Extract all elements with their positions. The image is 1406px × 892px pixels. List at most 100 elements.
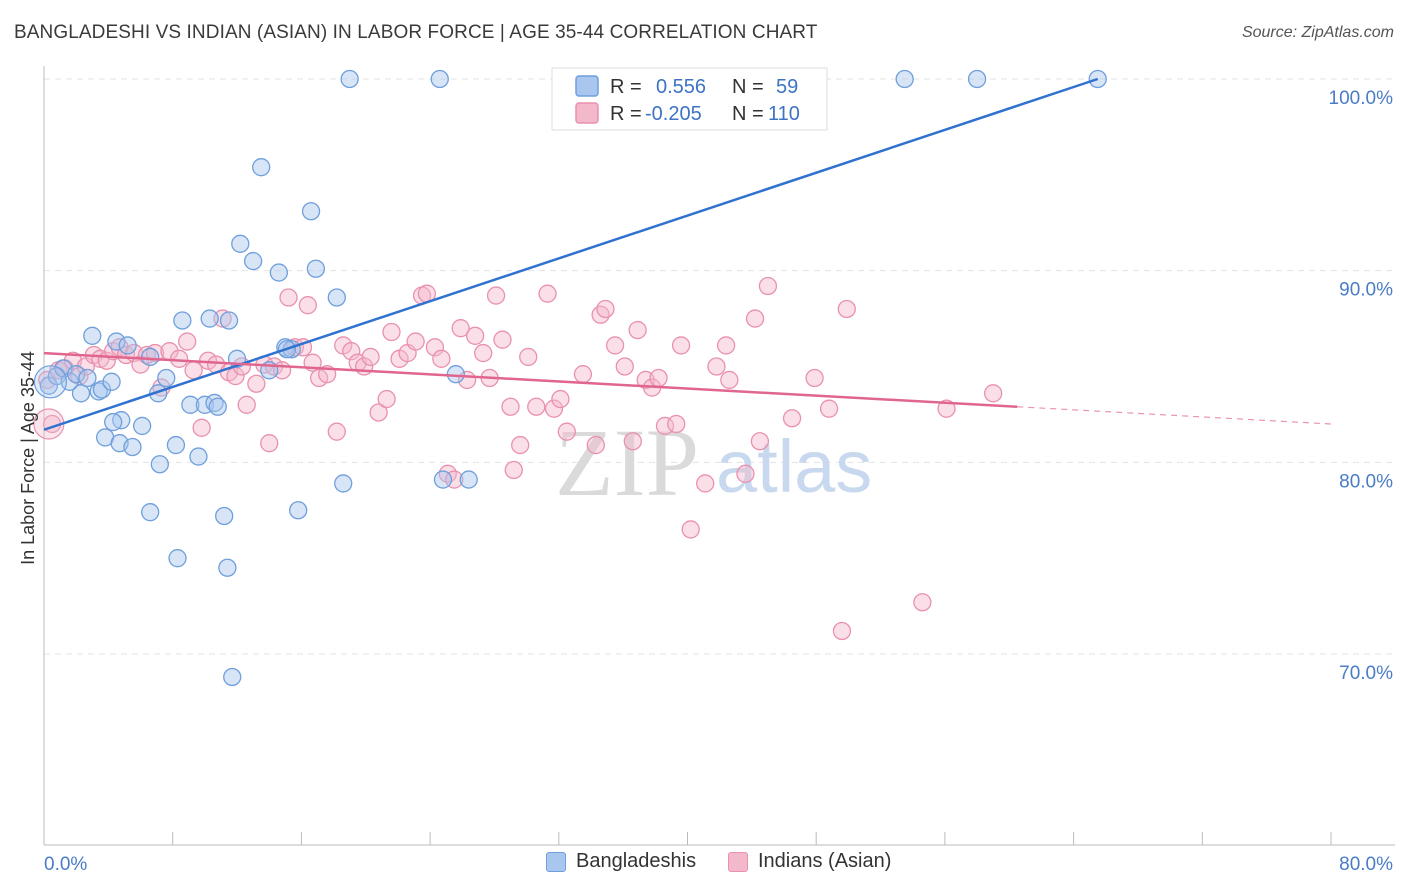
series-indians-points: [33, 276, 1003, 641]
indians-point: [260, 434, 279, 453]
indians-point: [184, 361, 203, 380]
y-tick-label: 90.0%: [1339, 280, 1393, 301]
bangladeshis-point: [252, 158, 271, 177]
indians-point: [720, 370, 739, 390]
bangladeshis-point: [92, 380, 112, 399]
chart-title: BANGLADESHI VS INDIAN (ASIAN) IN LABOR F…: [14, 22, 818, 43]
bangladeshis-point: [173, 311, 192, 330]
legend-r-label-1: R =: [610, 76, 642, 98]
watermark: ZIP atlas: [555, 409, 872, 516]
watermark-zip: ZIP: [555, 409, 699, 516]
legend-swatch-indians: [575, 102, 599, 124]
indians-point: [805, 368, 824, 388]
indians-point: [406, 332, 425, 351]
y-tick-label: 80.0%: [1339, 471, 1393, 492]
indians-point: [605, 336, 625, 355]
indians-point: [782, 409, 802, 428]
indians-point: [451, 319, 470, 338]
bangladeshis-point: [33, 365, 68, 399]
legend-r-value-2: -0.205: [645, 103, 702, 125]
bangladeshis-point: [181, 395, 200, 414]
bangladeshis-point: [157, 368, 176, 388]
x-tick-label: 80.0%: [1339, 854, 1393, 875]
indians-point: [474, 343, 493, 363]
legend-r-value-1: 0.556: [656, 76, 706, 98]
legend-n-label-2: N =: [732, 103, 764, 125]
bangladeshis-point: [215, 506, 234, 526]
indians-point: [527, 397, 546, 416]
bangladeshis-point: [219, 311, 239, 330]
bangladeshis-point: [433, 470, 453, 489]
bangladeshis-point: [107, 332, 126, 351]
bottom-legend-bangladeshis[interactable]: Bangladeshis: [546, 850, 696, 873]
indians-point: [247, 374, 266, 393]
indians-point: [342, 342, 361, 361]
indians-point: [465, 326, 485, 345]
legend-r-label-2: R =: [610, 103, 642, 125]
bangladeshis-point: [340, 69, 359, 89]
indians-point: [837, 299, 856, 319]
legend-swatch-bangladeshis: [575, 75, 599, 97]
bangladeshis-point: [102, 372, 121, 391]
indians-point: [511, 435, 530, 455]
legend: R = 0.556 N = 59 R = -0.205 N = 110: [551, 67, 828, 131]
indians-point: [432, 349, 451, 368]
indians-point: [984, 384, 1003, 403]
bangladeshis-point: [168, 549, 187, 568]
indians-point: [671, 336, 691, 355]
indians-point: [819, 399, 839, 418]
indians-point: [655, 416, 675, 436]
indians-point: [649, 368, 668, 388]
bottom-legend: Bangladeshis Indians (Asian): [0, 850, 1406, 880]
bangladeshis-point: [78, 368, 97, 388]
bangladeshis-point: [334, 474, 353, 493]
y-tick-label: 70.0%: [1339, 663, 1393, 684]
indians-trend-line: [43, 351, 1018, 408]
x-tick-labels: 0.0% 80.0%: [44, 854, 1393, 875]
indians-point: [327, 422, 346, 441]
indians-point: [501, 397, 520, 416]
bangladeshis-point: [306, 259, 326, 278]
trend-lines: [43, 77, 1332, 431]
indians-point: [369, 403, 388, 422]
indians-point: [131, 355, 150, 374]
indians-point: [750, 432, 770, 451]
indians-point: [237, 395, 256, 414]
indians-point: [623, 432, 642, 451]
bangladeshis-point: [150, 455, 169, 474]
indians-point: [213, 309, 232, 328]
indians-point: [586, 435, 605, 455]
indians-point: [192, 418, 211, 437]
legend-n-value-2: 110: [768, 103, 800, 125]
y-tick-labels: 100.0% 90.0% 80.0% 70.0%: [1329, 88, 1394, 684]
bangladeshis-point: [200, 309, 219, 328]
bangladeshis-point: [269, 263, 289, 282]
indians-point: [716, 336, 736, 355]
axes: [43, 66, 1395, 846]
indians-point: [486, 286, 506, 305]
indians-trend-extension: [1017, 406, 1332, 425]
indians-point: [361, 347, 380, 367]
bangladeshis-point: [967, 69, 987, 89]
y-tick-label: 100.0%: [1329, 88, 1394, 109]
indians-point: [832, 621, 852, 641]
bangladeshis-point: [218, 558, 237, 577]
indians-point: [573, 365, 593, 384]
indians-point: [615, 357, 634, 376]
indians-point: [758, 276, 778, 296]
bangladeshis-point: [430, 69, 449, 89]
y-axis-label: In Labor Force | Age 35-44: [18, 351, 38, 565]
bangladeshis-point: [243, 251, 263, 271]
bottom-legend-indians[interactable]: Indians (Asian): [728, 850, 891, 873]
indians-point: [937, 399, 956, 418]
bangladeshis-point: [289, 501, 308, 520]
indians-point: [681, 520, 700, 539]
series-bangladeshis-points: [33, 69, 1107, 687]
indians-swatch: [728, 851, 748, 872]
indians-point: [377, 389, 396, 409]
bangladeshis-point: [895, 69, 914, 89]
indians-point: [551, 389, 570, 409]
bangladeshis-point: [141, 503, 160, 522]
bangladeshis-point: [67, 365, 86, 384]
